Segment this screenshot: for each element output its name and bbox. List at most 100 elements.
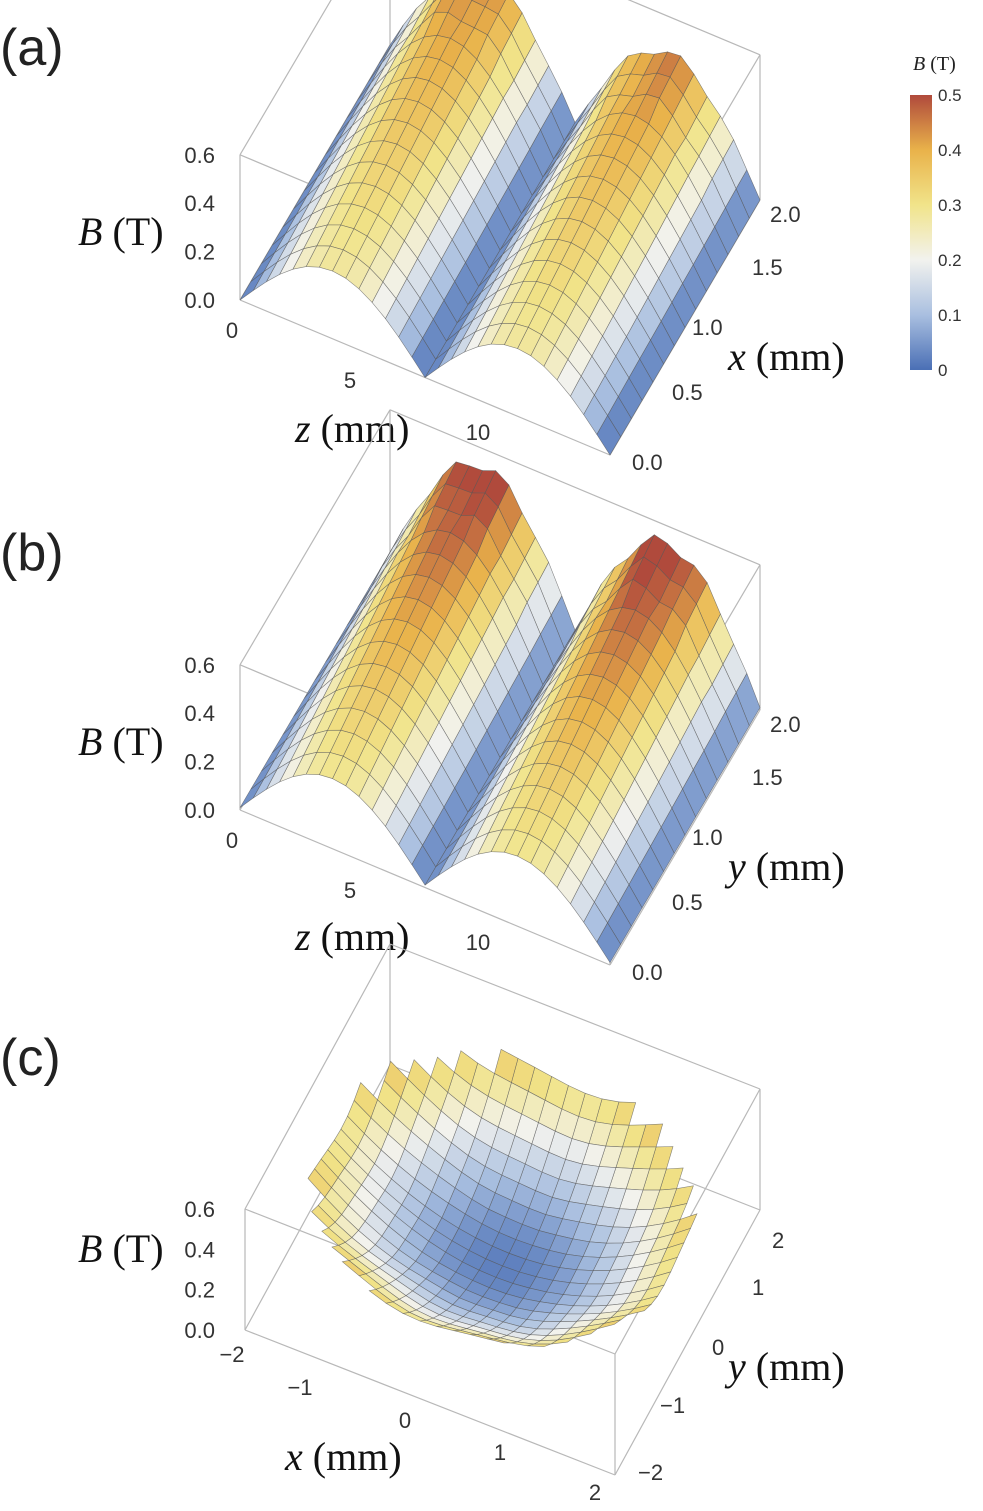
y-tick-label: 1.5 <box>752 765 783 790</box>
panel-label: (a) <box>0 19 64 77</box>
box-edge <box>239 809 611 966</box>
surface-cell <box>321 1227 346 1246</box>
x-tick-label: 10 <box>466 420 490 445</box>
surface-cell <box>239 778 265 808</box>
y-axis-label-unit: (mm) <box>746 844 845 889</box>
z-tick-label: 0.0 <box>184 1318 215 1343</box>
y-axis-label: y (mm) <box>724 844 845 889</box>
x-tick-label: 0 <box>226 828 238 853</box>
x-tick-label: 0 <box>399 1408 411 1433</box>
y-tick-label: 1.0 <box>692 315 723 340</box>
x-tick-label: 0 <box>226 318 238 343</box>
x-axis-label: z (mm) <box>294 406 409 451</box>
z-axis-label-var: B <box>78 719 102 764</box>
z-tick-label: 0.4 <box>184 1237 215 1262</box>
x-axis-label-unit: (mm) <box>303 1434 402 1479</box>
surface-cell <box>311 1204 336 1229</box>
surface-cell <box>331 1244 357 1261</box>
y-tick-label: 2.0 <box>770 712 801 737</box>
z-tick-label: 0.6 <box>184 1197 215 1222</box>
colorbar: B (T) 0.5 0.4 0.3 0.2 0.1 0 <box>910 53 962 380</box>
box-edge <box>627 0 761 56</box>
x-axis-label-var: z <box>294 914 311 959</box>
colorbar-tick: 0.3 <box>938 196 962 215</box>
y-tick-label: 0.0 <box>632 450 663 475</box>
x-axis-label: x (mm) <box>284 1434 402 1479</box>
x-axis-label-unit: (mm) <box>311 406 410 451</box>
surface <box>239 461 761 964</box>
z-axis-label: B (T) <box>78 719 164 764</box>
x-tick-label: 5 <box>344 368 356 393</box>
y-tick-label: 2 <box>772 1228 784 1253</box>
box-edge <box>389 943 761 1090</box>
x-tick-label: −2 <box>219 1342 244 1367</box>
z-tick-label: 0.0 <box>184 288 215 313</box>
x-tick-label: 1 <box>494 1440 506 1465</box>
x-tick-label: −1 <box>287 1375 312 1400</box>
z-axis-label-unit: (T) <box>102 1226 163 1271</box>
z-axis-label-var: B <box>78 209 102 254</box>
x-tick-label: 5 <box>344 878 356 903</box>
x-axis-label-var: x <box>284 1434 303 1479</box>
colorbar-title-unit: (T) <box>925 53 956 75</box>
y-axis-label-var: x <box>727 334 746 379</box>
colorbar-title-var: B <box>913 53 925 75</box>
z-tick-label: 0.2 <box>184 750 215 775</box>
colorbar-tick: 0.4 <box>938 141 962 160</box>
z-axis-label-unit: (T) <box>102 209 163 254</box>
y-axis-label: y (mm) <box>724 1344 845 1389</box>
z-axis-label: B (T) <box>78 1226 164 1271</box>
y-axis-label-var: y <box>724 844 746 889</box>
x-tick-label: 2 <box>589 1480 601 1505</box>
box-edge <box>609 709 761 966</box>
x-tick-label: 10 <box>466 930 490 955</box>
y-axis-label-var: y <box>724 1344 746 1389</box>
box-edge <box>244 943 391 1210</box>
box-edge <box>239 409 391 666</box>
colorbar-tick: 0.2 <box>938 251 962 270</box>
y-tick-label: 0.0 <box>632 960 663 985</box>
surface-cell <box>341 1260 367 1277</box>
z-tick-label: 0.4 <box>184 191 215 216</box>
z-tick-label: 0.0 <box>184 798 215 823</box>
colorbar-title: B (T) <box>913 53 956 75</box>
panel-label: (c) <box>0 1029 61 1087</box>
surface <box>239 0 761 456</box>
surface-cell <box>368 1288 394 1304</box>
y-tick-label: 1.0 <box>692 825 723 850</box>
box-edge <box>244 1329 616 1476</box>
surface-cell <box>307 1168 332 1198</box>
colorbar-tick: 0.5 <box>938 86 962 105</box>
y-axis-label: x (mm) <box>727 334 845 379</box>
panel-label: (b) <box>0 524 64 582</box>
colorbar-gradient <box>910 95 932 370</box>
panel-b: (b) 0.0 0.2 0.4 0.6 0 5 10 0.0 0.5 1.0 1.5 2.0 B (T) z… <box>0 409 845 985</box>
z-tick-label: 0.2 <box>184 1278 215 1303</box>
box-edge <box>614 1209 761 1476</box>
z-axis-label-var: B <box>78 1226 102 1271</box>
x-axis-label-unit: (mm) <box>311 914 410 959</box>
y-tick-label: 1 <box>752 1275 764 1300</box>
y-tick-label: 0 <box>712 1335 724 1360</box>
z-tick-label: 0.4 <box>184 701 215 726</box>
z-tick-label: 0.6 <box>184 143 215 168</box>
z-axis-label-unit: (T) <box>102 719 163 764</box>
y-tick-label: 0.5 <box>672 380 703 405</box>
surface-cell <box>239 271 265 301</box>
panel-a: (a) 0.0 0.2 0.4 0.6 0 5 10 0.0 0.5 1.0 1.5 2.0 B (T) z… <box>0 0 845 475</box>
y-axis-label-unit: (mm) <box>746 1344 845 1389</box>
y-tick-label: −2 <box>638 1460 663 1485</box>
y-tick-label: 1.5 <box>752 255 783 280</box>
x-axis-label-var: z <box>294 406 311 451</box>
z-axis-label: B (T) <box>78 209 164 254</box>
z-tick-label: 0.6 <box>184 653 215 678</box>
colorbar-tick: 0.1 <box>938 306 962 325</box>
y-tick-label: 2.0 <box>770 202 801 227</box>
y-axis-label-unit: (mm) <box>746 334 845 379</box>
z-tick-label: 0.2 <box>184 240 215 265</box>
box-edge <box>389 409 761 566</box>
box-edge <box>239 0 332 156</box>
x-axis-label: z (mm) <box>294 914 409 959</box>
